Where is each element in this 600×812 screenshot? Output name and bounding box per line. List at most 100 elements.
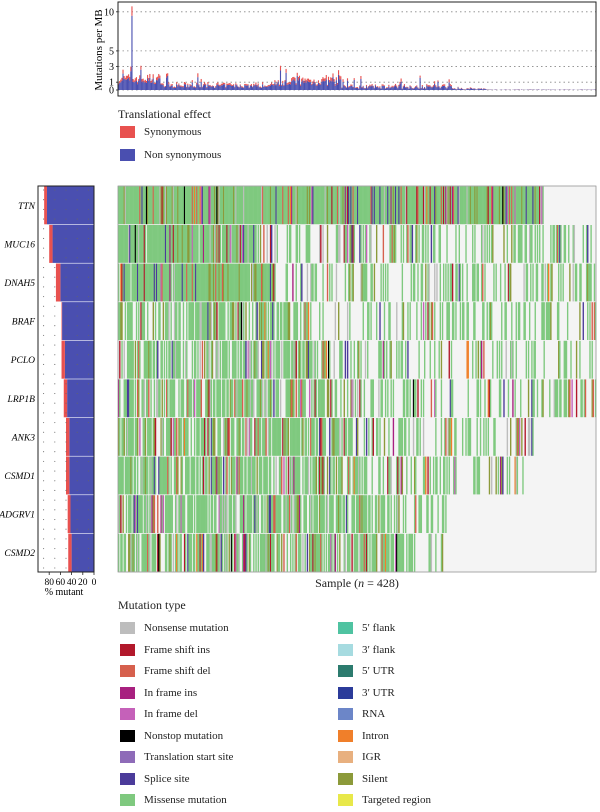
heatmap-cell bbox=[390, 456, 392, 495]
heatmap-cell bbox=[125, 186, 128, 225]
heatmap-cell bbox=[220, 495, 223, 533]
heatmap-cell bbox=[434, 379, 436, 418]
gene-grid-dot bbox=[87, 286, 89, 288]
heatmap-cell bbox=[402, 495, 405, 533]
heatmap-cell bbox=[193, 495, 196, 533]
tmb-bars bbox=[118, 6, 596, 91]
heatmap-cell bbox=[231, 340, 234, 379]
heatmap-cell bbox=[245, 456, 247, 495]
heatmap-cell bbox=[507, 186, 510, 225]
heatmap-cell bbox=[265, 302, 267, 340]
heatmap-cell bbox=[264, 533, 266, 572]
heatmap-cell bbox=[174, 225, 177, 263]
heatmap-cell bbox=[352, 456, 354, 495]
heatmap-cell bbox=[265, 186, 267, 225]
heatmap-cell bbox=[256, 456, 258, 495]
gene-label: ANK3 bbox=[11, 433, 35, 443]
tmb-bar-non-synonymous bbox=[373, 88, 375, 90]
heatmap-cell bbox=[296, 418, 299, 456]
heatmap-cell bbox=[151, 456, 153, 495]
heatmap-cell bbox=[149, 495, 151, 533]
tmb-bar-synonymous bbox=[202, 84, 204, 86]
tmb-bar-synonymous bbox=[448, 79, 450, 83]
heatmap-cell bbox=[346, 456, 349, 495]
tmb-bar-synonymous bbox=[216, 83, 218, 86]
heatmap-cell bbox=[274, 263, 276, 302]
heatmap-cell bbox=[439, 225, 442, 263]
tmb-bar-non-synonymous bbox=[444, 85, 446, 90]
heatmap-cell bbox=[392, 533, 395, 572]
tmb-bar-non-synonymous bbox=[125, 79, 127, 90]
gene-grid-dot bbox=[54, 538, 56, 540]
heatmap-cell bbox=[246, 533, 248, 572]
heatmap-cell bbox=[361, 456, 363, 495]
mutation-legend-swatch bbox=[120, 665, 135, 677]
tmb-bar-synonymous bbox=[222, 82, 225, 85]
gene-grid-dot bbox=[87, 296, 89, 298]
tmb-bar-synonymous bbox=[304, 78, 306, 81]
heatmap-cell bbox=[564, 225, 567, 263]
heatmap-cell bbox=[257, 225, 259, 263]
heatmap-cell bbox=[517, 186, 520, 225]
heatmap-cell bbox=[226, 263, 228, 302]
heatmap-cell bbox=[249, 186, 252, 225]
heatmap-cell bbox=[563, 225, 565, 263]
tmb-bar-non-synonymous bbox=[359, 86, 361, 90]
heatmap-cell bbox=[244, 456, 246, 495]
tmb-bar-non-synonymous bbox=[311, 84, 313, 90]
heatmap-cell bbox=[300, 186, 302, 225]
heatmap-cell bbox=[308, 379, 311, 418]
heatmap-cell bbox=[140, 456, 142, 495]
heatmap-cell bbox=[321, 379, 323, 418]
heatmap-cell bbox=[214, 379, 216, 418]
heatmap-cell bbox=[248, 263, 251, 302]
gene-x-tick-label: 20 bbox=[78, 578, 88, 588]
heatmap-cell bbox=[158, 225, 160, 263]
heatmap-cell bbox=[226, 186, 228, 225]
heatmap-cell bbox=[134, 495, 137, 533]
tmb-bar-non-synonymous bbox=[173, 87, 175, 90]
heatmap-cell bbox=[222, 186, 225, 225]
heatmap-cell bbox=[144, 418, 147, 456]
heatmap-cell bbox=[189, 379, 191, 418]
heatmap-cell bbox=[191, 456, 194, 495]
legend-label-non-synonymous: Non synonymous bbox=[144, 149, 222, 161]
heatmap-cell bbox=[162, 186, 165, 225]
heatmap-cell bbox=[159, 263, 161, 302]
tmb-bar-non-synonymous bbox=[293, 79, 295, 90]
heatmap-cell bbox=[254, 340, 256, 379]
tmb-bar-synonymous bbox=[267, 84, 269, 87]
tmb-bar-synonymous bbox=[231, 84, 234, 86]
tmb-bar-non-synonymous bbox=[344, 86, 346, 90]
heatmap-cell bbox=[125, 263, 128, 302]
heatmap-cell bbox=[346, 302, 349, 340]
tmb-bar-synonymous bbox=[218, 84, 220, 86]
tmb-bar-non-synonymous bbox=[253, 85, 255, 90]
tmb-bar-non-synonymous bbox=[282, 83, 284, 90]
heatmap-cell bbox=[238, 302, 240, 340]
tmb-bar-synonymous bbox=[348, 86, 350, 88]
tmb-bar-non-synonymous bbox=[134, 81, 136, 90]
tmb-bar-non-synonymous bbox=[234, 87, 236, 90]
heatmap-cell bbox=[435, 186, 437, 225]
tmb-bar-non-synonymous bbox=[480, 88, 483, 90]
heatmap-cell bbox=[221, 379, 224, 418]
gene-grid-dot bbox=[43, 412, 45, 414]
heatmap-cell bbox=[487, 186, 490, 225]
heatmap-cell bbox=[125, 456, 128, 495]
heatmap-cell bbox=[484, 379, 486, 418]
heatmap-cell bbox=[279, 302, 282, 340]
heatmap-cell bbox=[546, 263, 549, 302]
heatmap-cell bbox=[141, 495, 143, 533]
heatmap-cell bbox=[401, 533, 404, 572]
heatmap-cell bbox=[266, 263, 268, 302]
heatmap-cell bbox=[374, 495, 377, 533]
heatmap-cell bbox=[119, 456, 121, 495]
heatmap-cell bbox=[133, 495, 136, 533]
heatmap-cell bbox=[340, 186, 342, 225]
heatmap-cell bbox=[335, 186, 338, 225]
heatmap-cell bbox=[473, 456, 475, 495]
tmb-bar-synonymous bbox=[139, 75, 141, 79]
tmb-bar-synonymous bbox=[186, 86, 188, 88]
heatmap-cell bbox=[314, 533, 316, 572]
